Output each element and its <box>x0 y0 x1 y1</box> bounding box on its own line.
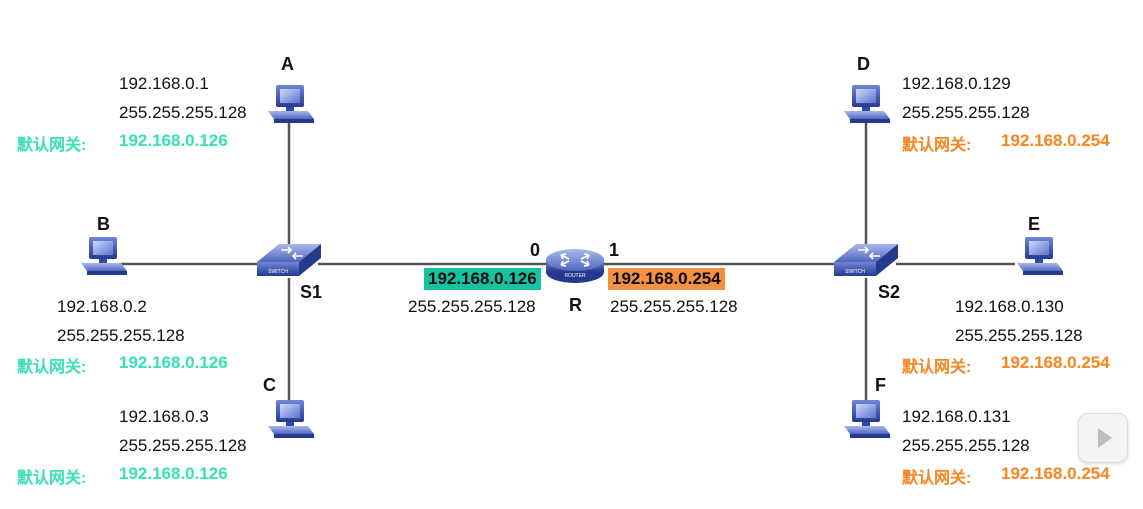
host-a-gateway: 192.168.0.126 <box>119 131 228 150</box>
host-b-gateway: 192.168.0.126 <box>119 353 228 372</box>
host-d-gateway-label: 默认网关: <box>902 137 972 154</box>
host-a-label: A <box>281 54 294 74</box>
host-c-label: C <box>263 375 276 395</box>
host-c-mask: 255.255.255.128 <box>119 436 247 455</box>
router-if1-mask: 255.255.255.128 <box>610 297 738 316</box>
router-if0-ip: 192.168.0.126 <box>424 268 541 290</box>
switch-s1-icon: SWITCH <box>257 244 321 276</box>
pc-icon-b <box>81 237 127 275</box>
host-f-mask: 255.255.255.128 <box>902 436 1030 455</box>
host-c-ip: 192.168.0.3 <box>119 407 209 426</box>
switch-s2-label: S2 <box>878 282 901 302</box>
host-e-gateway-label: 默认网关: <box>902 359 972 376</box>
router-label: R <box>569 295 582 315</box>
host-f-ip: 192.168.0.131 <box>902 407 1011 426</box>
host-f-label: F <box>875 375 886 395</box>
host-b-ip: 192.168.0.2 <box>57 297 147 316</box>
router-port-1: 1 <box>609 240 620 260</box>
router-if1-ip: 192.168.0.254 <box>608 268 725 290</box>
switch-s2-device-text: SWITCH <box>845 269 865 275</box>
router-port-0: 0 <box>530 240 541 260</box>
links <box>120 118 1015 400</box>
pc-icon-d <box>844 85 890 123</box>
host-d-gateway: 192.168.0.254 <box>1001 131 1110 150</box>
host-d-ip: 192.168.0.129 <box>902 74 1011 93</box>
host-a-mask: 255.255.255.128 <box>119 103 247 122</box>
host-e-mask: 255.255.255.128 <box>955 326 1083 345</box>
host-b-label: B <box>97 214 110 234</box>
router-icon: ROUTER <box>546 249 604 283</box>
pc-icon-a <box>268 85 314 123</box>
host-e-ip: 192.168.0.130 <box>955 297 1064 316</box>
host-c-gateway: 192.168.0.126 <box>119 464 228 483</box>
host-d-label: D <box>857 54 870 74</box>
host-c-gateway-label: 默认网关: <box>17 470 87 487</box>
host-f-gateway-label: 默认网关: <box>902 470 972 487</box>
play-icon[interactable] <box>1078 413 1128 463</box>
host-a-gateway-label: 默认网关: <box>17 137 87 154</box>
host-d-mask: 255.255.255.128 <box>902 103 1030 122</box>
pc-icon-f <box>844 400 890 438</box>
router-if0-mask: 255.255.255.128 <box>408 297 536 316</box>
switch-s1-device-text: SWITCH <box>268 269 288 275</box>
pc-icon-c <box>268 400 314 438</box>
host-a-ip: 192.168.0.1 <box>119 74 209 93</box>
host-b-mask: 255.255.255.128 <box>57 326 185 345</box>
switch-s2-icon: SWITCH <box>834 244 898 276</box>
pc-icon-e <box>1017 237 1063 275</box>
host-f-gateway: 192.168.0.254 <box>1001 464 1110 483</box>
host-e-label: E <box>1028 214 1041 234</box>
host-e-gateway: 192.168.0.254 <box>1001 353 1110 372</box>
host-b-gateway-label: 默认网关: <box>17 359 87 376</box>
switch-s1-label: S1 <box>300 282 323 302</box>
router-device-text: ROUTER <box>564 273 586 279</box>
